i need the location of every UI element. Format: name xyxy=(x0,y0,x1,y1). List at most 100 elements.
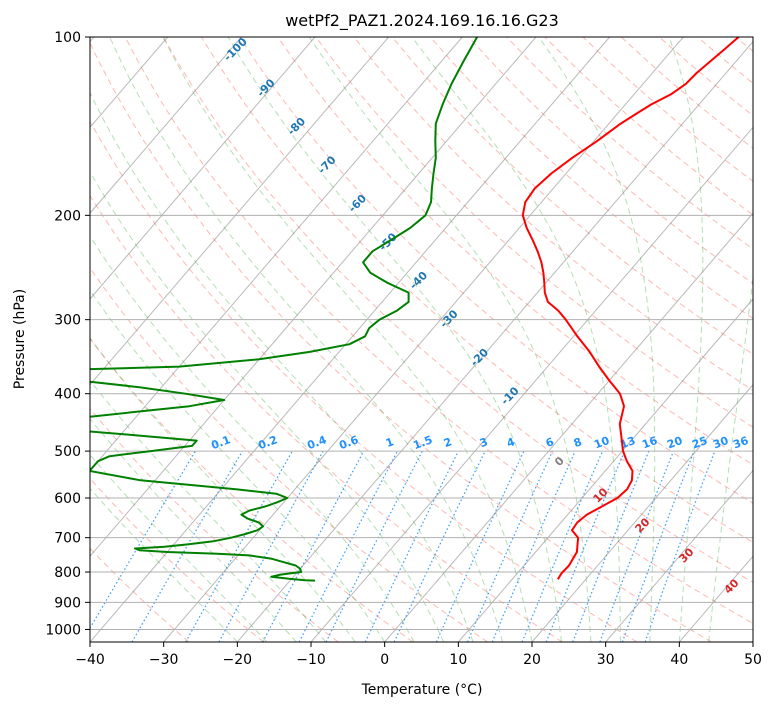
moist-adiabat-line xyxy=(411,37,621,642)
moist-adiabat-label: 30 xyxy=(677,545,697,565)
dry-adiabat-line xyxy=(90,120,638,642)
x-axis-label: Temperature (°C) xyxy=(361,682,483,698)
isotherm-line xyxy=(90,37,242,214)
dry-adiabat-label: -20 xyxy=(468,346,491,369)
isotherm-line xyxy=(752,641,753,642)
mixing-ratio-label: 1 xyxy=(384,435,396,450)
x-tick-label: −10 xyxy=(296,652,326,668)
dry-adiabat-line xyxy=(90,477,264,642)
mixing-ratio-label: 36 xyxy=(731,434,750,452)
mixing-ratio-line xyxy=(131,450,243,642)
mixing-ratio-label: 30 xyxy=(711,434,730,452)
mixing-ratio-line xyxy=(491,450,576,642)
mixing-ratio-label: 0.6 xyxy=(337,433,360,452)
mixing-ratio-line xyxy=(298,450,399,642)
mixing-ratio-line xyxy=(621,450,695,642)
isotherm-line xyxy=(90,37,611,642)
mixing-ratio-label: 0.4 xyxy=(305,433,328,452)
dry-adiabat-line xyxy=(90,337,414,642)
moist-adiabat-line xyxy=(668,37,704,642)
isotherm-line xyxy=(605,469,753,642)
chart-title: wetPf2_PAZ1.2024.169.16.16.G23 xyxy=(285,11,559,31)
y-tick-label: 500 xyxy=(54,444,81,460)
isotherm-line xyxy=(384,212,753,642)
x-tick-label: −40 xyxy=(75,652,105,668)
x-tick-label: −20 xyxy=(223,652,253,668)
dry-adiabat-line xyxy=(468,37,753,284)
isotherm-line xyxy=(90,37,390,386)
dewpoint-trace xyxy=(90,37,478,582)
y-tick-label: 100 xyxy=(54,30,81,46)
mixing-ratio-line xyxy=(364,450,460,642)
mixing-ratio-label: 20 xyxy=(665,434,684,452)
dry-adiabat-label: -30 xyxy=(437,307,460,330)
mixing-ratio-line xyxy=(393,450,486,642)
isotherm-line xyxy=(90,37,463,472)
dry-adiabat-label: -100 xyxy=(221,35,250,64)
dry-adiabat-label: -70 xyxy=(315,153,338,176)
isotherm-line xyxy=(678,555,753,642)
dry-adiabat-line xyxy=(124,37,753,624)
mixing-ratio-label: 0.1 xyxy=(209,433,232,452)
isotherm-line xyxy=(310,126,753,642)
moist-adiabat-line xyxy=(90,91,474,642)
isotherm-line xyxy=(163,37,684,642)
moist-adiabat-line xyxy=(90,453,268,642)
dry-adiabat-line xyxy=(353,37,753,391)
dry-adiabat-line xyxy=(90,407,339,642)
mixing-ratio-line xyxy=(545,450,626,642)
dry-adiabat-line xyxy=(315,37,753,428)
isotherm-line xyxy=(457,298,753,642)
moist-adiabat-label: 40 xyxy=(722,576,742,596)
moist-adiabat-line xyxy=(90,337,356,642)
moist-adiabat-line xyxy=(227,37,562,642)
x-tick-label: −30 xyxy=(149,652,179,668)
y-tick-label: 300 xyxy=(54,313,81,329)
overlay-labels: -100-90-80-70-60-50-40-30-20-100.1 0.2 0.4… xyxy=(209,35,750,597)
mixing-ratio-line xyxy=(262,450,365,642)
mixing-ratio-line xyxy=(466,450,554,642)
dry-adiabat-line xyxy=(90,267,488,642)
dry-adiabat-line xyxy=(430,37,753,320)
moist-adiabat-line xyxy=(90,379,327,642)
dry-adiabat-line xyxy=(90,42,712,642)
y-tick-label: 400 xyxy=(54,387,81,403)
y-tick-label: 200 xyxy=(54,208,81,224)
mixing-ratio-label: 2 xyxy=(442,435,454,450)
mixing-ratio-line xyxy=(599,450,675,642)
dry-adiabat-line xyxy=(162,37,753,584)
moist-adiabat-line xyxy=(109,37,503,642)
x-tick-label: 0 xyxy=(380,652,389,668)
plot-frame xyxy=(89,36,754,643)
mixing-ratio-line xyxy=(644,450,716,642)
isotherm-line xyxy=(90,37,316,300)
isotherm-line xyxy=(236,40,753,642)
moist-adiabat-line xyxy=(308,37,592,642)
x-tick-label: 50 xyxy=(744,652,762,668)
moist-adiabat-label: 20 xyxy=(633,515,653,535)
dry-adiabat-label: -60 xyxy=(346,192,369,215)
x-tick-label: 10 xyxy=(449,652,467,668)
dry-adiabat-label: -10 xyxy=(498,384,521,407)
mixing-ratio-line xyxy=(218,450,324,642)
moist-adiabat-line xyxy=(90,170,445,642)
x-tick-label: 40 xyxy=(670,652,688,668)
mixing-ratio-label: 6 xyxy=(544,435,556,450)
y-axis-label: Pressure (hPa) xyxy=(12,289,28,389)
mixing-ratio-label: 10 xyxy=(592,434,611,452)
mixing-ratio-label: 0.2 xyxy=(256,433,279,452)
mixing-ratio-line xyxy=(325,450,423,642)
mixing-ratio-label: 1.5 xyxy=(411,433,434,452)
dry-adiabat-line xyxy=(201,37,753,543)
moist-adiabat-line xyxy=(538,37,656,642)
mixing-ratio-line xyxy=(185,450,293,642)
mixing-ratio-line xyxy=(435,450,525,642)
moist-adiabat-line xyxy=(162,37,533,642)
dry-adiabat-label: -90 xyxy=(254,76,277,99)
y-tick-label: 700 xyxy=(54,531,81,547)
x-axis: −40 −30 −20 −10 0 10 20 30 40 50 xyxy=(75,642,762,668)
dry-adiabat-line xyxy=(90,194,563,642)
moist-adiabat-line xyxy=(90,235,415,642)
